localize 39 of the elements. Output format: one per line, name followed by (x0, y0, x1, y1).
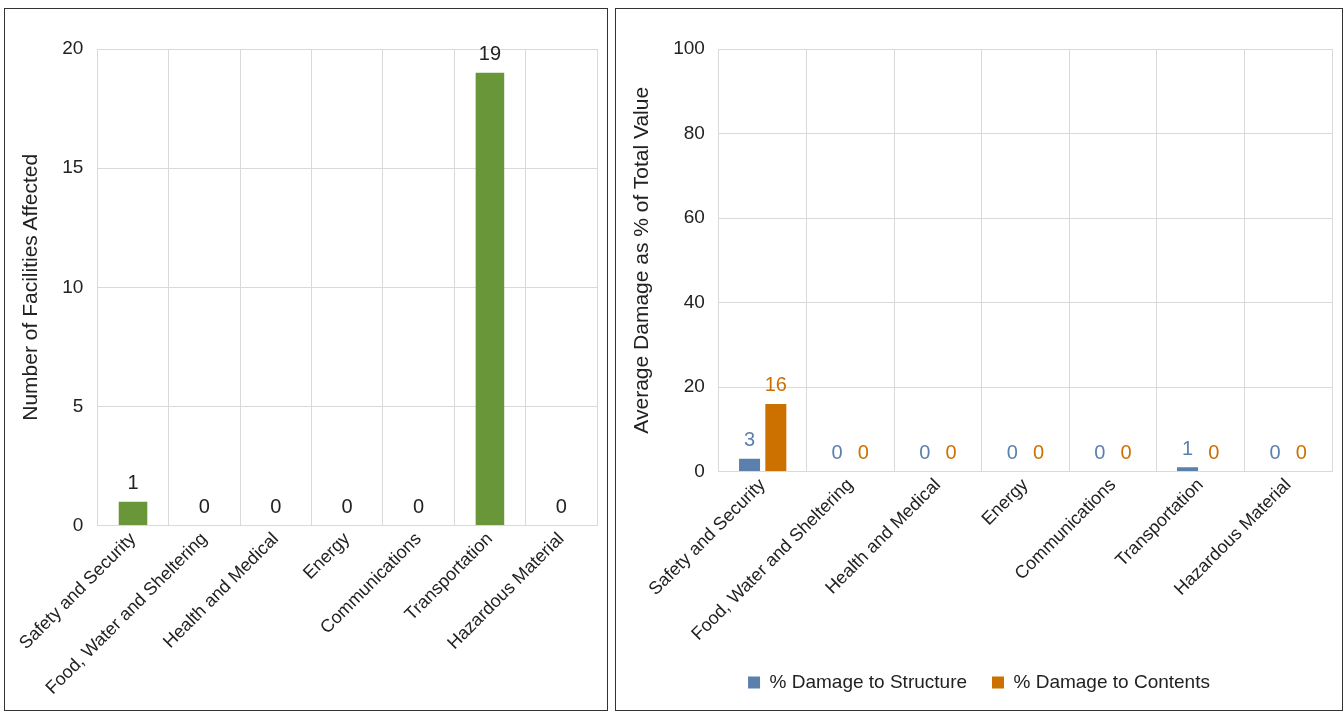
data-label: 16 (764, 373, 787, 396)
data-label: 0 (555, 495, 567, 518)
y-tick-label: 60 (683, 206, 705, 228)
data-label: 0 (198, 495, 210, 518)
y-tick-label: 20 (62, 37, 84, 59)
data-label: 0 (1208, 441, 1220, 464)
data-label: 0 (1120, 441, 1132, 464)
bar (765, 403, 787, 472)
bar (739, 458, 761, 472)
y-tick-label: 5 (72, 394, 84, 416)
data-label: 19 (478, 42, 502, 65)
data-label: 0 (919, 441, 931, 464)
data-label: 0 (857, 441, 869, 464)
y-tick-label: 80 (683, 121, 705, 143)
data-label: 0 (945, 441, 957, 464)
data-label: 0 (1094, 441, 1106, 464)
bar (1176, 467, 1198, 472)
y-tick-label: 0 (694, 459, 705, 481)
data-label: 0 (412, 495, 425, 518)
y-tick-label: 0 (72, 513, 84, 535)
data-label: 0 (341, 495, 353, 518)
data-label: 0 (831, 441, 843, 464)
y-tick-label: 10 (62, 275, 84, 297)
y-tick-label: 40 (683, 290, 705, 312)
data-label: 0 (270, 495, 282, 518)
data-label: 0 (1269, 441, 1281, 464)
y-axis-title: Number of Facilities Affected (18, 153, 42, 421)
y-axis-title: Average Damage as % of Total Value (629, 86, 653, 434)
data-label: 0 (1006, 441, 1018, 464)
data-label: 1 (1181, 436, 1194, 459)
legend-label: % Damage to Contents (1013, 670, 1210, 692)
legend-label: % Damage to Structure (769, 670, 968, 692)
data-label: 1 (127, 471, 139, 494)
y-tick-label: 15 (62, 156, 84, 178)
data-label: 0 (1033, 441, 1045, 464)
data-label: 3 (743, 428, 756, 451)
y-tick-label: 100 (673, 37, 705, 59)
data-label: 0 (1295, 441, 1307, 464)
y-tick-label: 20 (683, 375, 705, 397)
